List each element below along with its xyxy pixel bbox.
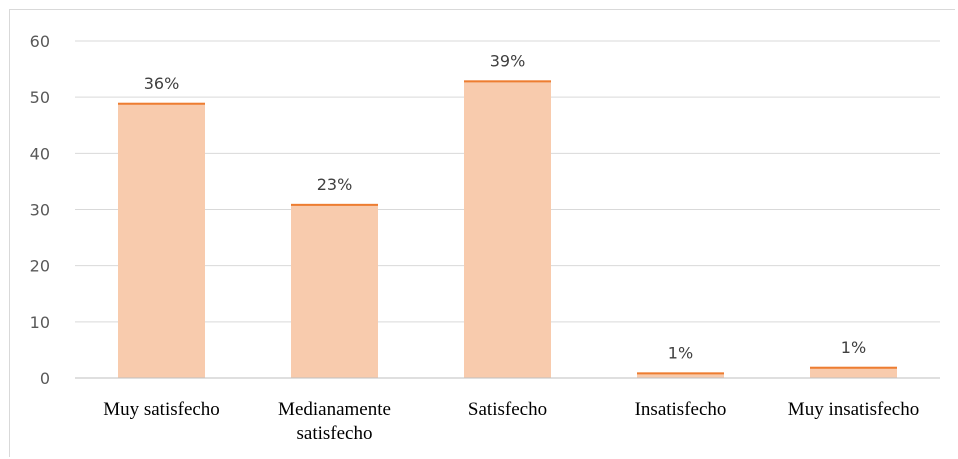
- y-tick-label: 0: [40, 369, 50, 388]
- y-tick-label: 40: [30, 144, 50, 163]
- y-tick-label: 20: [30, 257, 50, 276]
- x-tick-label: Insatisfecho: [635, 399, 727, 420]
- bar: [464, 80, 551, 379]
- x-tick-label: Satisfecho: [468, 399, 547, 420]
- data-label: 39%: [490, 51, 526, 70]
- data-label: 23%: [317, 175, 353, 194]
- data-label: 36%: [144, 74, 180, 93]
- bar: [291, 203, 378, 378]
- bar: [637, 372, 724, 378]
- chart-frame: [9, 9, 955, 457]
- y-tick-label: 50: [30, 88, 50, 107]
- x-tick-label: Muy insatisfecho: [788, 399, 919, 420]
- x-tick-label: satisfecho: [297, 423, 373, 444]
- y-tick-label: 60: [30, 32, 50, 51]
- data-label: 1%: [841, 338, 866, 357]
- y-tick-label: 10: [30, 313, 50, 332]
- bar: [118, 102, 205, 379]
- bar: [810, 366, 897, 378]
- y-tick-label: 30: [30, 201, 50, 220]
- x-tick-label: Medianamente: [278, 399, 391, 420]
- x-tick-label: Muy satisfecho: [103, 399, 220, 420]
- data-label: 1%: [668, 343, 693, 362]
